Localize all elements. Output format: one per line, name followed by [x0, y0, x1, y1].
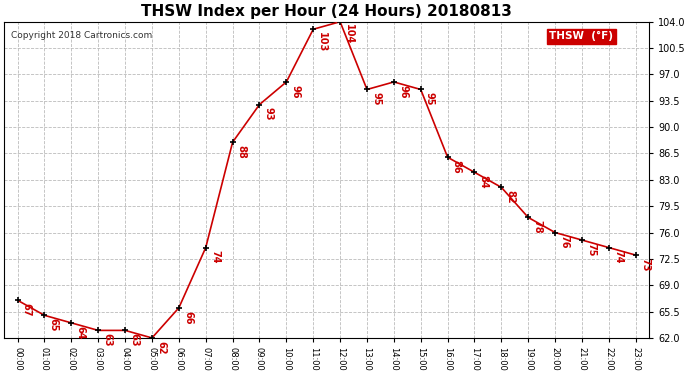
Text: 74: 74	[613, 251, 623, 264]
Text: 95: 95	[425, 92, 435, 106]
Text: 96: 96	[398, 85, 408, 98]
Text: 82: 82	[506, 190, 515, 204]
Text: 104: 104	[344, 24, 354, 45]
Text: 62: 62	[156, 341, 166, 354]
Text: 75: 75	[586, 243, 596, 256]
Text: 88: 88	[237, 145, 247, 159]
Text: 66: 66	[183, 310, 193, 324]
Text: THSW  (°F): THSW (°F)	[549, 31, 613, 41]
Text: 74: 74	[210, 251, 220, 264]
Text: 63: 63	[129, 333, 139, 346]
Text: 96: 96	[290, 85, 301, 98]
Text: 95: 95	[371, 92, 381, 106]
Text: 73: 73	[640, 258, 650, 272]
Text: Copyright 2018 Cartronics.com: Copyright 2018 Cartronics.com	[10, 31, 152, 40]
Text: 63: 63	[102, 333, 112, 346]
Text: 64: 64	[75, 326, 86, 339]
Title: THSW Index per Hour (24 Hours) 20180813: THSW Index per Hour (24 Hours) 20180813	[141, 4, 512, 19]
Text: 93: 93	[264, 107, 274, 121]
Text: 78: 78	[533, 220, 542, 234]
Text: 67: 67	[22, 303, 32, 316]
Text: 84: 84	[479, 175, 489, 189]
Text: 86: 86	[452, 160, 462, 174]
Text: 65: 65	[49, 318, 59, 332]
Text: 103: 103	[317, 32, 327, 52]
Text: 76: 76	[560, 235, 569, 249]
